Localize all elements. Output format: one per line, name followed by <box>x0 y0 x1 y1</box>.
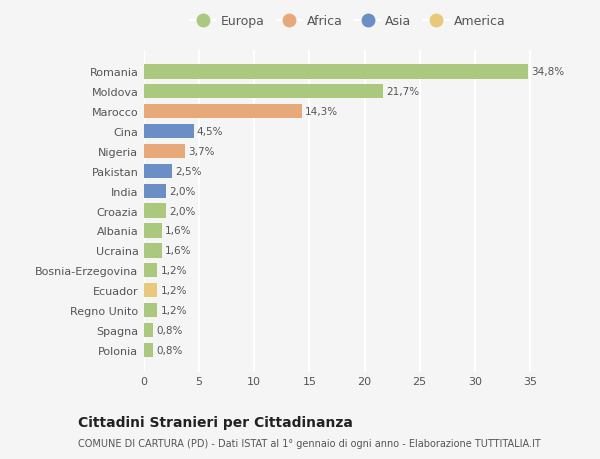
Text: 0,8%: 0,8% <box>156 325 182 335</box>
Text: COMUNE DI CARTURA (PD) - Dati ISTAT al 1° gennaio di ogni anno - Elaborazione TU: COMUNE DI CARTURA (PD) - Dati ISTAT al 1… <box>78 438 541 448</box>
Bar <box>144 303 157 318</box>
Text: 21,7%: 21,7% <box>386 87 420 97</box>
Bar <box>144 244 161 258</box>
Bar <box>144 224 161 238</box>
Text: 2,0%: 2,0% <box>169 186 196 196</box>
Bar <box>144 85 383 99</box>
Legend: Europa, Africa, Asia, America: Europa, Africa, Asia, America <box>190 15 506 28</box>
Bar <box>144 105 302 119</box>
Text: 2,5%: 2,5% <box>175 167 202 176</box>
Bar <box>144 283 157 297</box>
Text: 4,5%: 4,5% <box>197 127 223 137</box>
Text: 0,8%: 0,8% <box>156 345 182 355</box>
Bar <box>144 145 185 159</box>
Text: 1,2%: 1,2% <box>161 285 187 296</box>
Bar <box>144 184 166 198</box>
Bar <box>144 125 194 139</box>
Text: Cittadini Stranieri per Cittadinanza: Cittadini Stranieri per Cittadinanza <box>78 415 353 429</box>
Text: 2,0%: 2,0% <box>169 206 196 216</box>
Text: 14,3%: 14,3% <box>305 107 338 117</box>
Bar <box>144 164 172 179</box>
Bar <box>144 323 153 337</box>
Text: 3,7%: 3,7% <box>188 146 215 157</box>
Bar <box>144 343 153 357</box>
Text: 1,2%: 1,2% <box>161 266 187 276</box>
Text: 1,6%: 1,6% <box>165 246 191 256</box>
Text: 1,2%: 1,2% <box>161 305 187 315</box>
Bar <box>144 65 528 79</box>
Bar <box>144 263 157 278</box>
Bar <box>144 204 166 218</box>
Text: 34,8%: 34,8% <box>531 67 564 77</box>
Text: 1,6%: 1,6% <box>165 226 191 236</box>
